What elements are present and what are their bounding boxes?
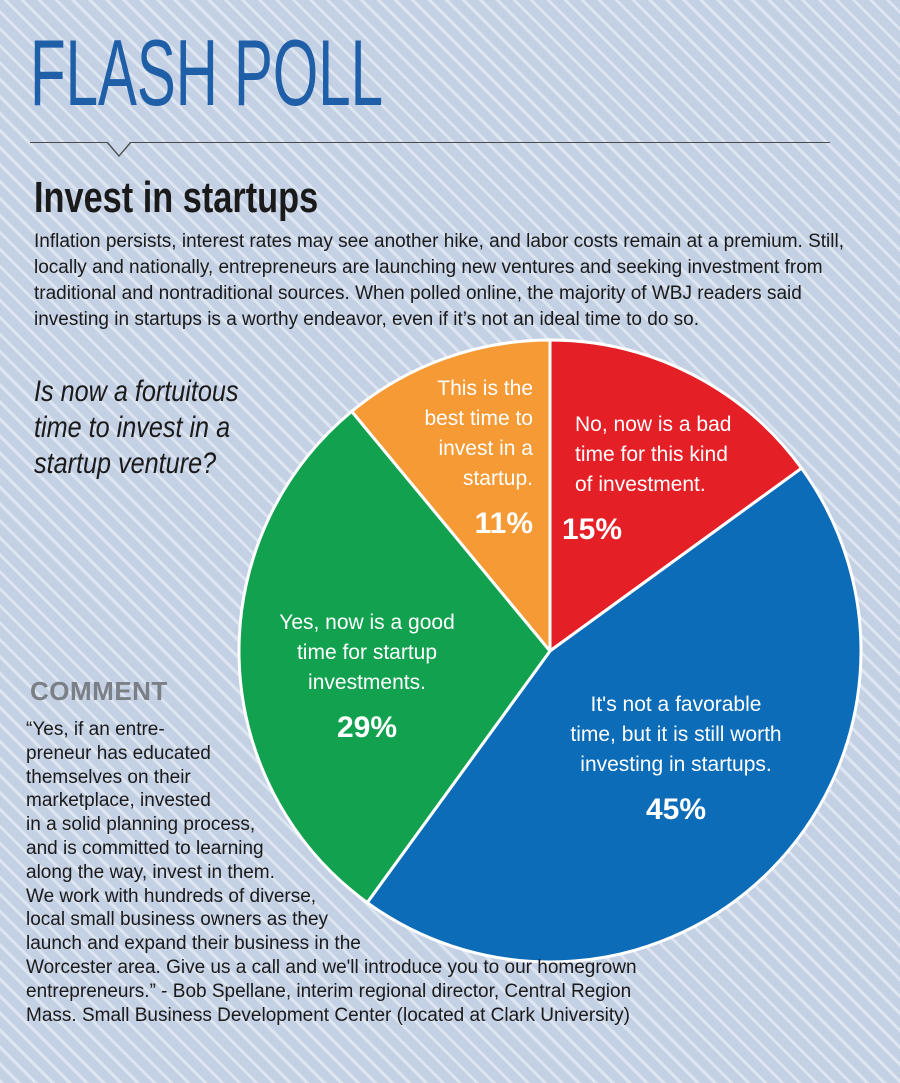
slice-label-line: time, but it is still worth (570, 723, 781, 746)
comment-line: along the way, invest in them. (26, 861, 275, 883)
comment-line: preneur has educated (26, 742, 211, 764)
header-rule (30, 142, 830, 143)
comment-line: in a solid planning process, (26, 814, 256, 836)
comment-line: launch and expand their business in the (26, 933, 361, 955)
pie-slice-good-time (237, 409, 552, 905)
poll-question: Is now a fortuitous time to invest in a … (34, 375, 239, 480)
pie-slice-bad-time (548, 338, 804, 653)
comment-line: marketplace, invested (26, 790, 211, 812)
comment-line: entrepreneurs.” - Bob Spellane, interim … (26, 980, 632, 1002)
comment-line: and is committed to learning (26, 837, 264, 859)
headline: Invest in startups (34, 173, 319, 222)
slice-value-bad-time: 15% (562, 513, 622, 546)
slice-label-line: of investment. (575, 473, 706, 496)
slice-label-line: invest in a (438, 437, 533, 460)
slice-label-line: This is the (437, 377, 533, 400)
slice-label-line: Yes, now is a good (279, 611, 455, 634)
masthead-title: FLASH POLL (30, 20, 384, 125)
pie-slice-not-favorable (365, 466, 863, 964)
slice-label-line: No, now is a bad (575, 413, 731, 436)
comment-heading: COMMENT (30, 676, 168, 706)
slice-label-best-time: This is the best time to invest in a startu… (424, 377, 533, 490)
slice-label-line: best time to (424, 407, 533, 430)
comment-line: “Yes, if an entre- (26, 719, 165, 740)
comment-line: local small business owners as they (26, 909, 329, 931)
pie-slice-best-time (350, 338, 552, 653)
slice-label-line: It's not a favorable (591, 693, 762, 716)
slice-value-best-time: 11% (475, 507, 533, 540)
slice-label-line: startup. (463, 467, 533, 490)
slice-label-not-favorable: It's not a favorable time, but it is stil… (570, 693, 781, 776)
slice-value-not-favorable: 45% (646, 793, 706, 826)
comment-text: “Yes, if an entre- preneur has educated … (26, 718, 746, 1027)
slice-value-good-time: 29% (337, 711, 397, 744)
slice-label-line: time for startup (297, 641, 437, 664)
comment-line: We work with hundreds of diverse, (26, 885, 317, 907)
slice-label-line: investments. (308, 671, 426, 694)
slice-label-good-time: Yes, now is a good time for startup invest… (279, 611, 455, 694)
slice-label-line: time for this kind (575, 443, 728, 466)
intro-paragraph: Inflation persists, interest rates may s… (34, 231, 844, 330)
slice-label-line: investing in startups. (580, 753, 771, 776)
comment-line: Mass. Small Business Development Center … (26, 1004, 630, 1026)
comment-line: themselves on their (26, 766, 191, 788)
slice-label-bad-time: No, now is a bad time for this kind of inv… (575, 413, 731, 496)
comment-line: Worcester area. Give us a call and we'll… (26, 956, 637, 978)
